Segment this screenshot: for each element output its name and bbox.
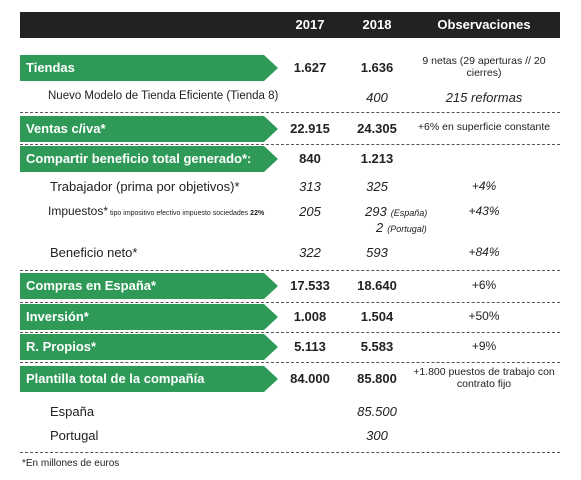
header-bar <box>20 12 560 38</box>
value-2018-note: (España) <box>390 208 428 218</box>
value-2018: 325 <box>366 179 388 194</box>
row-label: España <box>50 404 95 419</box>
row-label: Compras en España* <box>26 278 157 293</box>
observation: +4% <box>471 179 497 193</box>
value-2018-b-main: 2 <box>376 220 384 235</box>
row-label: R. Propios* <box>26 339 97 354</box>
row-label: Inversión* <box>26 309 89 324</box>
value-2018: 1.213 <box>360 151 394 166</box>
divider <box>20 452 560 453</box>
row-label: Trabajador (prima por objetivos)* <box>50 179 240 194</box>
row-label: Plantilla total de la compañía <box>26 371 205 386</box>
value-2018: 5.583 <box>360 339 394 354</box>
value-2018: 593 <box>366 245 388 260</box>
observation: +1.800 puestos de trabajo con contrato f… <box>413 366 555 390</box>
row-label: Beneficio neto* <box>50 245 138 260</box>
observation: +6% <box>471 278 497 292</box>
footnote: *En millones de euros <box>22 458 120 469</box>
row-arrow <box>20 146 278 172</box>
divider <box>20 302 560 303</box>
value-2018: 293 (España) <box>365 204 427 219</box>
value-2017: 313 <box>299 179 321 194</box>
value-2017: 205 <box>299 204 321 219</box>
observation: +6% en superficie constante <box>417 121 551 133</box>
value-2018: 1.504 <box>360 309 394 324</box>
value-2018: 18.640 <box>357 278 397 293</box>
value-2018: 300 <box>366 428 388 443</box>
row-label: Compartir beneficio total generado*: <box>26 151 252 166</box>
row-arrow <box>20 366 278 392</box>
row-label: Impuestos* tipo impositivo efectivo impue… <box>48 204 264 218</box>
row-sublabel: tipo impositivo efectivo impuesto socied… <box>110 210 249 217</box>
row-subvalue: 22% <box>250 210 265 217</box>
row-label: Ventas c/iva* <box>26 121 106 136</box>
divider <box>20 270 560 271</box>
row-label: Portugal <box>50 428 99 443</box>
row-arrow <box>20 116 278 142</box>
divider <box>20 332 560 333</box>
value-2017: 5.113 <box>294 339 326 354</box>
value-2018: 85.500 <box>357 404 397 419</box>
divider <box>20 144 560 145</box>
value-2018: 1.636 <box>360 60 394 75</box>
row-arrow <box>20 55 278 81</box>
value-2017: 840 <box>299 151 321 166</box>
value-2017: 1.627 <box>293 60 327 75</box>
value-2017: 22.915 <box>290 121 330 136</box>
header-label: 2017 <box>295 17 325 32</box>
row-arrow <box>20 304 278 330</box>
header-label: Observaciones <box>437 17 531 32</box>
row-label: Tiendas <box>26 60 75 75</box>
value-2018-b-note: (Portugal) <box>387 224 427 234</box>
value-2018: 24.305 <box>357 121 397 136</box>
row-label-main: Impuestos* <box>48 204 109 218</box>
row-label: Nuevo Modelo de Tienda Eficiente (Tienda… <box>48 90 279 102</box>
observation: +84% <box>468 245 500 259</box>
value-2017: 1.008 <box>293 309 327 324</box>
observation: 215 reformas <box>445 90 523 105</box>
row-arrow <box>20 334 278 360</box>
observation: +9% <box>471 339 497 353</box>
observation: 9 netas (29 aperturas // 20 cierres) <box>422 55 546 79</box>
observation: +43% <box>468 204 500 218</box>
value-2018: 85.800 <box>357 371 397 386</box>
divider <box>20 112 560 113</box>
value-2018-b: 2 (Portugal) <box>376 220 427 235</box>
value-2017: 17.533 <box>290 278 330 293</box>
value-2017: 322 <box>299 245 321 260</box>
value-2018: 400 <box>366 90 388 105</box>
value-2017: 84.000 <box>290 371 330 386</box>
divider <box>20 362 560 363</box>
observation: +50% <box>468 309 500 323</box>
value-2018-main: 293 <box>365 204 387 219</box>
row-arrow <box>20 273 278 299</box>
header-label: 2018 <box>362 17 392 32</box>
